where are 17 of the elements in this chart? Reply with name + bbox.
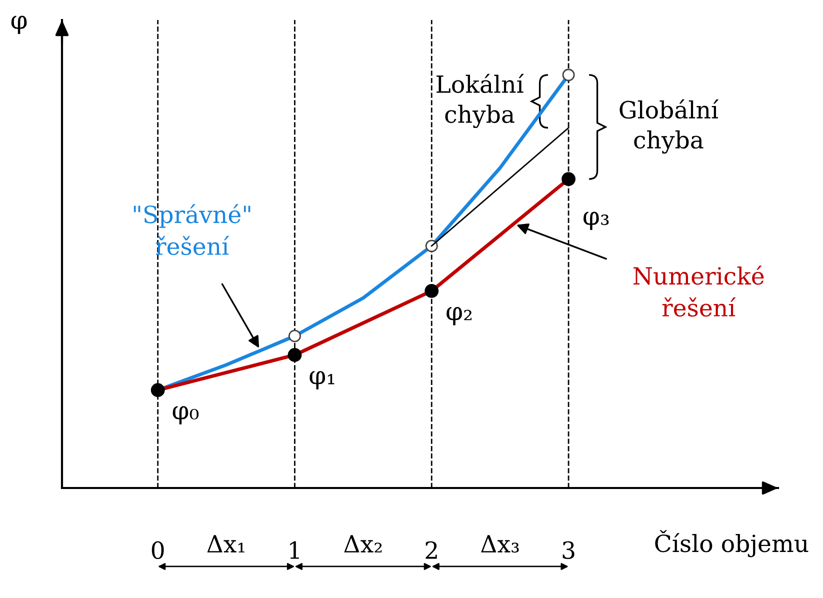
text: Δx₂	[344, 535, 382, 552]
annotation: Globální chyba	[620, 99, 719, 154]
text: "Správné" řešení	[134, 204, 250, 256]
annotation: Lokální chyba	[436, 74, 524, 128]
text: Δx₁	[207, 535, 244, 552]
annotation: φ₁	[310, 371, 334, 390]
annotation: φ₂	[446, 307, 472, 326]
x-axis-title: Číslo objemu	[655, 530, 808, 558]
x-tick-label: 1	[290, 541, 299, 559]
x-tick-label: 0	[152, 541, 164, 560]
text: Δx₃	[481, 535, 519, 553]
y-axis-title: φ	[11, 16, 27, 34]
x-tick-label: 3	[562, 541, 574, 560]
text: Numerické řešení	[633, 266, 764, 317]
x-tick-label: 2	[426, 541, 437, 559]
annotation: φ₃	[584, 212, 609, 230]
annotation: φ₀	[172, 406, 199, 424]
